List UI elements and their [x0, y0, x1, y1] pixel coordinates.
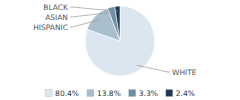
- slice-label: WHITE: [172, 68, 197, 77]
- legend: 80.4% 13.8% 3.3% 2.4%: [45, 89, 195, 98]
- leader-line: [70, 12, 113, 17]
- slice-label: HISPANIC: [33, 23, 68, 32]
- legend-swatch: [87, 90, 94, 97]
- slice-label: ASIAN: [45, 13, 68, 22]
- leader-line: [70, 7, 118, 11]
- leader-line: [70, 20, 99, 27]
- legend-label: 2.4%: [176, 89, 195, 98]
- legend-label: 3.3%: [139, 89, 158, 98]
- pie-slice: [85, 6, 155, 76]
- slice-labels: BLACKASIANHISPANIC WHITE: [33, 3, 197, 77]
- pie: [85, 6, 155, 76]
- legend-swatch: [129, 90, 136, 97]
- legend-swatch: [166, 90, 173, 97]
- slice-label: BLACK: [43, 3, 69, 12]
- chart: BLACKASIANHISPANIC WHITE 80.4% 13.8% 3.3% 2.4…: [0, 0, 240, 100]
- leader-line: [137, 65, 170, 72]
- legend-label: 80.4%: [55, 89, 79, 98]
- legend-label: 13.8%: [97, 89, 121, 98]
- pie-slice: [108, 6, 120, 41]
- legend-swatch: [45, 90, 52, 97]
